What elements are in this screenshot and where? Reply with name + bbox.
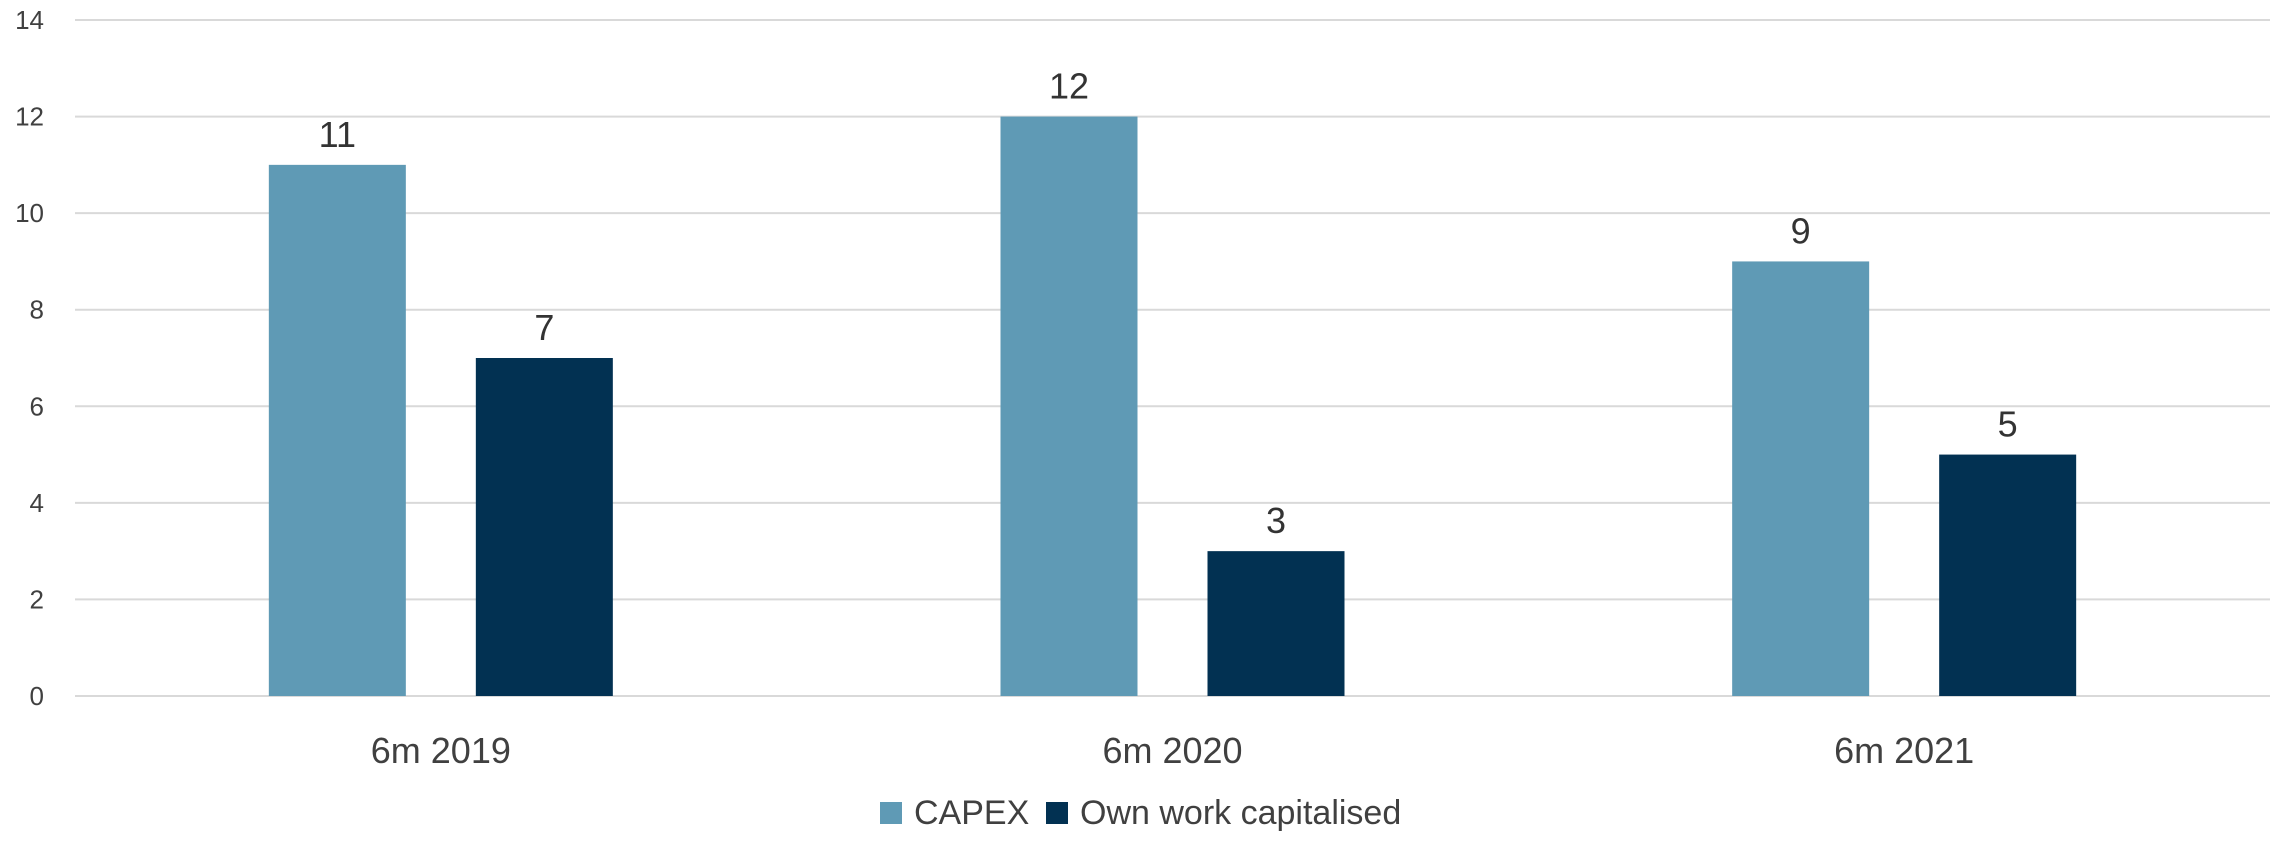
data-label: 3 <box>1266 500 1286 541</box>
y-tick-label: 0 <box>30 681 44 711</box>
y-tick-label: 14 <box>15 5 44 35</box>
x-category-label: 6m 2019 <box>371 730 511 771</box>
data-label: 7 <box>534 307 554 348</box>
y-tick-label: 2 <box>30 584 44 614</box>
y-tick-label: 4 <box>30 488 44 518</box>
x-category-label: 6m 2021 <box>1834 730 1974 771</box>
y-tick-label: 12 <box>15 102 44 132</box>
legend-label: CAPEX <box>914 794 1029 832</box>
y-tick-label: 10 <box>15 198 44 228</box>
bar-capex-2 <box>1732 261 1870 696</box>
bar-own-work-capitalised-1 <box>1207 551 1345 696</box>
y-axis-ticks: 0 2 4 6 8 10 12 14 <box>15 5 44 711</box>
data-label: 5 <box>1998 404 2018 445</box>
bar-own-work-capitalised-2 <box>1939 454 2077 696</box>
y-tick-label: 8 <box>30 295 44 325</box>
gridlines <box>75 19 2270 697</box>
x-axis-categories: 6m 2019 6m 2020 6m 2021 <box>371 730 1974 771</box>
legend-label: Own work capitalised <box>1080 794 1401 832</box>
data-labels: 11 7 12 3 9 5 <box>319 66 2018 542</box>
bars <box>268 116 2077 697</box>
y-tick-label: 6 <box>30 391 44 421</box>
data-label: 12 <box>1049 66 1089 107</box>
legend: CAPEX Own work capitalised <box>880 794 1401 832</box>
legend-swatch-capex <box>880 802 902 824</box>
bar-own-work-capitalised-0 <box>475 358 613 696</box>
data-label: 11 <box>319 114 356 155</box>
x-category-label: 6m 2020 <box>1102 730 1242 771</box>
data-label: 9 <box>1791 210 1811 251</box>
bar-capex-0 <box>268 164 406 696</box>
legend-swatch-own-work-capitalised <box>1046 802 1068 824</box>
bar-capex-1 <box>1000 116 1138 697</box>
